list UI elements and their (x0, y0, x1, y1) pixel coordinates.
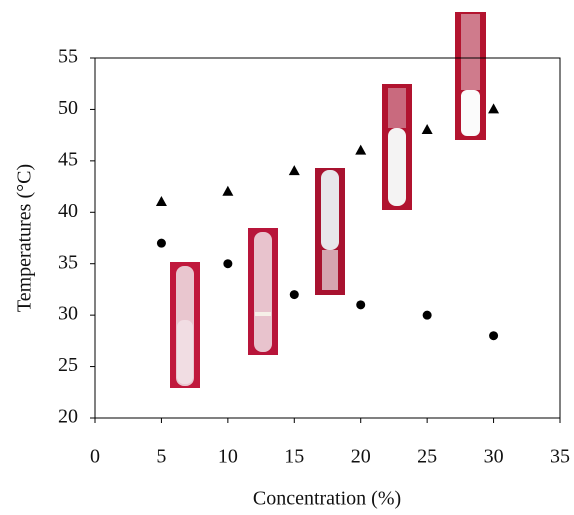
x-axis-label: Concentration (%) (253, 488, 401, 510)
triangle-marker (355, 145, 366, 155)
x-tick-label: 25 (417, 446, 437, 468)
circle-marker (290, 290, 299, 299)
y-tick-label: 40 (58, 200, 78, 222)
x-tick-label: 5 (156, 446, 166, 468)
x-tick-label: 10 (218, 446, 238, 468)
tube-photo (315, 168, 345, 295)
y-axis-label: Temperatures (°C) (14, 164, 36, 312)
circle-marker (356, 300, 365, 309)
tube-photo (455, 12, 486, 140)
triangle-marker (422, 124, 433, 134)
x-tick-label: 0 (90, 446, 100, 468)
y-tick-label: 55 (58, 46, 78, 68)
circle-marker (423, 311, 432, 320)
chart: Concentration (%) Temperatures (°C) 0 5 10… (0, 0, 574, 515)
y-tick-label: 50 (58, 97, 78, 119)
triangle-marker (156, 196, 167, 206)
x-tick-label: 30 (484, 446, 504, 468)
circle-marker (489, 331, 498, 340)
x-tick-label: 15 (284, 446, 304, 468)
y-tick-label: 45 (58, 148, 78, 170)
tube-photos (170, 12, 486, 388)
circle-marker (157, 239, 166, 248)
y-tick-label: 30 (58, 303, 78, 325)
x-tick-label: 20 (351, 446, 371, 468)
triangle-marker (289, 165, 300, 175)
y-tick-label: 35 (58, 251, 78, 273)
circle-marker (223, 259, 232, 268)
triangle-marker (488, 103, 499, 113)
y-tick-label: 25 (58, 354, 78, 376)
tube-photo (382, 84, 412, 210)
tube-photo (248, 228, 278, 355)
tube-photo (170, 262, 200, 388)
y-tick-label: 20 (58, 406, 78, 428)
triangle-marker (222, 186, 233, 196)
x-tick-label: 35 (550, 446, 570, 468)
